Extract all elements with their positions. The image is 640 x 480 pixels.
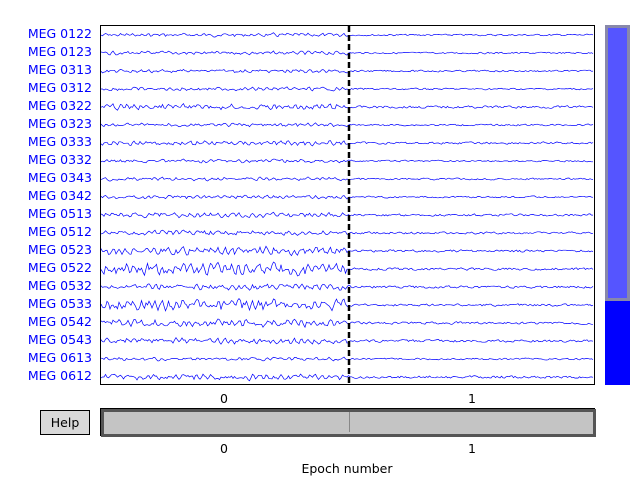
channel-label[interactable]: MEG 0322	[27, 98, 92, 113]
channel-label[interactable]: MEG 0542	[27, 314, 92, 329]
channel-trace	[101, 337, 594, 345]
channel-trace	[101, 245, 594, 257]
channel-trace	[101, 32, 594, 38]
channel-scrollbar[interactable]	[605, 25, 630, 385]
channel-labels: MEG 0122 MEG 0123 MEG 0313 MEG 0312 MEG 0322…	[0, 25, 92, 385]
channel-trace	[101, 229, 594, 236]
epoch-scrollbar-thumb[interactable]	[101, 409, 596, 437]
channel-label[interactable]: MEG 0313	[27, 62, 92, 77]
channel-trace	[101, 298, 594, 312]
channel-trace	[101, 211, 593, 219]
scrollbar-tick-label-1: 1	[468, 441, 476, 456]
epoch-scrollbar[interactable]	[100, 408, 596, 437]
channel-trace	[101, 194, 594, 200]
channel-label[interactable]: MEG 0123	[27, 44, 92, 59]
channel-label[interactable]: MEG 0522	[27, 260, 92, 275]
scrollbar-tick-label-0: 0	[220, 441, 228, 456]
channel-trace	[101, 86, 594, 92]
channel-trace	[101, 122, 594, 128]
channel-trace	[101, 68, 594, 74]
channel-trace	[101, 102, 594, 111]
channel-label[interactable]: MEG 0342	[27, 188, 92, 203]
channel-label[interactable]: MEG 0333	[27, 134, 92, 149]
channel-trace	[101, 140, 594, 147]
channel-label[interactable]: MEG 0513	[27, 206, 92, 221]
channel-label[interactable]: MEG 0543	[27, 332, 92, 347]
channel-label[interactable]: MEG 0343	[27, 170, 92, 185]
channel-label[interactable]: MEG 0533	[27, 296, 92, 311]
channel-trace	[101, 283, 594, 291]
channel-label[interactable]: MEG 0122	[27, 26, 92, 41]
channel-trace	[101, 373, 594, 382]
channel-trace	[101, 318, 593, 329]
channel-label[interactable]: MEG 0612	[27, 368, 92, 383]
traces-plot[interactable]	[100, 25, 595, 385]
channel-trace	[101, 261, 594, 277]
channel-trace	[101, 158, 593, 164]
channel-label[interactable]: MEG 0512	[27, 224, 92, 239]
epoch-scrollbar-divider	[349, 412, 350, 432]
channel-trace	[101, 50, 594, 56]
channel-scrollbar-thumb[interactable]	[605, 25, 630, 301]
channel-label[interactable]: MEG 0523	[27, 242, 92, 257]
x-tick-label-0: 0	[220, 391, 228, 406]
channel-label[interactable]: MEG 0532	[27, 278, 92, 293]
x-axis-label: Epoch number	[301, 461, 393, 476]
traces-svg	[101, 26, 594, 384]
channel-label[interactable]: MEG 0312	[27, 80, 92, 95]
channel-trace	[101, 356, 594, 362]
x-tick-label-1: 1	[468, 391, 476, 406]
channel-label[interactable]: MEG 0332	[27, 152, 92, 167]
channel-trace	[101, 176, 594, 182]
channel-label[interactable]: MEG 0323	[27, 116, 92, 131]
channel-label[interactable]: MEG 0613	[27, 350, 92, 365]
help-button[interactable]: Help	[40, 410, 90, 435]
